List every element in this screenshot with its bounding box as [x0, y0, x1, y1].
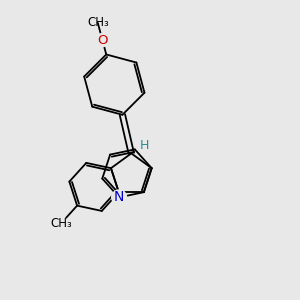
Text: H: H: [140, 140, 149, 152]
Text: O: O: [97, 34, 108, 46]
Circle shape: [96, 34, 109, 47]
Text: N: N: [114, 190, 124, 204]
Text: CH₃: CH₃: [87, 16, 109, 29]
Text: CH₃: CH₃: [50, 217, 72, 230]
Circle shape: [112, 190, 127, 205]
